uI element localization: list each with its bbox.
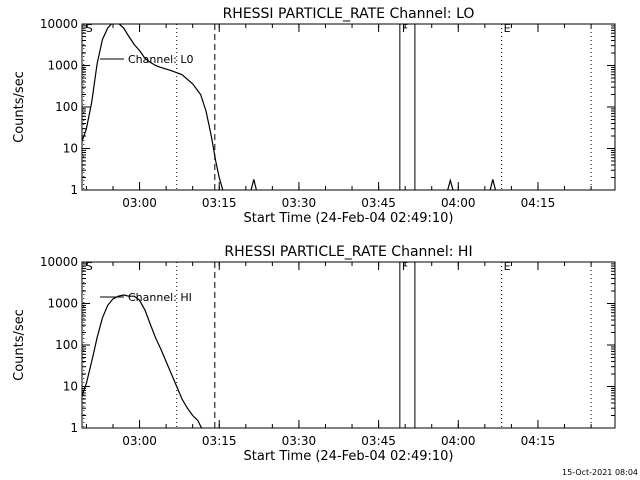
x-axis-label: Start Time (24-Feb-04 02:49:10): [244, 211, 454, 226]
series-line: [82, 294, 203, 428]
series-line: [82, 24, 224, 190]
x-tick-label: 03:30: [282, 196, 317, 210]
y-tick-label: 10: [63, 142, 78, 156]
x-tick-label: 04:00: [441, 434, 476, 448]
y-tick-label: 1000: [47, 59, 78, 73]
series-line: [250, 179, 257, 190]
series-line: [447, 178, 454, 190]
chart-panel-lo: RHESSI PARTICLE_RATE Channel: LO 1 10 100 10…: [12, 6, 616, 226]
event-marker-label: S: [86, 22, 93, 35]
legend-label: Channel: HI: [128, 291, 192, 304]
event-marker-label: S: [86, 260, 93, 273]
plot-frame: [81, 23, 616, 191]
chart-title: RHESSI PARTICLE_RATE Channel: LO: [223, 6, 475, 22]
event-marker-label: E: [504, 22, 511, 35]
y-axis-label: Counts/sec: [12, 71, 27, 143]
x-tick-label: 03:45: [361, 196, 396, 210]
x-tick-label: 03:45: [361, 434, 396, 448]
y-tick-label: 100: [55, 338, 78, 352]
y-axis-label: Counts/sec: [12, 309, 27, 381]
y-tick-label: 1000: [47, 297, 78, 311]
chart-panel-hi: RHESSI PARTICLE_RATE Channel: HI 1 10 100 10…: [12, 244, 616, 464]
y-tick-label: 10: [63, 380, 78, 394]
footer-timestamp: 15-Oct-2021 08:04: [562, 468, 638, 477]
series-group: [82, 294, 203, 428]
y-tick-label: 100: [55, 100, 78, 114]
chart-title: RHESSI PARTICLE_RATE Channel: HI: [224, 244, 472, 260]
legend-label: Channel: L0: [128, 53, 194, 66]
x-tick-label: 04:15: [521, 196, 556, 210]
plot-frame: [81, 261, 616, 429]
series-group: [82, 24, 497, 190]
x-tick-label: 04:00: [441, 196, 476, 210]
x-tick-label: 03:15: [202, 434, 237, 448]
x-axis-label: Start Time (24-Feb-04 02:49:10): [244, 449, 454, 464]
event-marker-label: E: [504, 260, 511, 273]
x-tick-label: 03:00: [122, 196, 157, 210]
x-tick-label: 03:30: [282, 434, 317, 448]
event-marker-label: F: [402, 22, 408, 35]
x-tick-label: 03:15: [202, 196, 237, 210]
y-tick-label: 1: [70, 421, 78, 435]
x-tick-label: 03:00: [122, 434, 157, 448]
y-tick-label: 1: [70, 183, 78, 197]
y-tick-label: 10000: [40, 255, 78, 269]
y-tick-label: 10000: [40, 17, 78, 31]
x-tick-label: 04:15: [521, 434, 556, 448]
event-marker-label: F: [402, 260, 408, 273]
series-line: [489, 179, 497, 190]
